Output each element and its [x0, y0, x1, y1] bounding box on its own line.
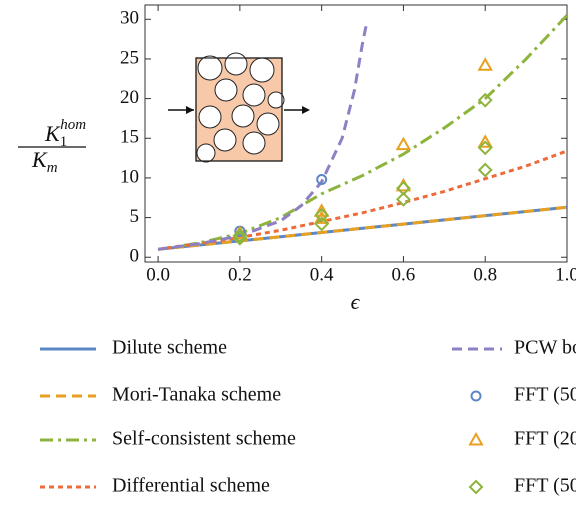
- legend-label: Dilute scheme: [112, 337, 227, 359]
- marker: [477, 57, 493, 71]
- legend-label: PCW bound: [514, 337, 576, 359]
- plot-area: [157, 14, 567, 251]
- y-tick-label: 20: [120, 87, 139, 108]
- marker: [395, 136, 412, 151]
- legend-label: Mori-Tanaka scheme: [112, 384, 281, 406]
- y-axis-label: K1hom Km: [18, 117, 86, 176]
- legend-label: Self-consistent scheme: [112, 428, 296, 450]
- y-tick-label: 25: [120, 47, 139, 68]
- x-tick-label: 0.4: [310, 264, 334, 285]
- y-label-numerator: K1hom: [44, 117, 86, 150]
- y-label-base: K: [44, 121, 61, 146]
- x-tick-label: 0.6: [392, 264, 416, 285]
- plot-frame: [144, 4, 568, 263]
- marker: [477, 134, 493, 148]
- legend-label: FFT (200³): [514, 428, 576, 450]
- y-tick-label: 15: [120, 127, 139, 148]
- y-tick-label: 10: [120, 166, 139, 187]
- series-line: [157, 22, 369, 251]
- x-tick-label: 0.0: [146, 264, 170, 285]
- marker: [477, 140, 493, 156]
- y-label-sub: 1: [60, 134, 68, 150]
- legend-label: FFT (500³): [514, 475, 576, 497]
- y-label-sub: m: [47, 160, 58, 176]
- legend-label: Differential scheme: [112, 475, 270, 497]
- marker: [477, 92, 493, 108]
- y-label-sup: hom: [60, 117, 86, 133]
- series-line: [157, 149, 567, 251]
- legend-label: FFT (50³): [514, 384, 576, 406]
- series-line: [157, 205, 567, 251]
- marker: [314, 216, 330, 232]
- x-tick-label: 1.0: [555, 264, 576, 285]
- marker: [396, 191, 411, 207]
- x-axis-label: ϵ: [351, 289, 361, 314]
- y-tick-label: 0: [130, 246, 140, 267]
- marker: [313, 203, 330, 217]
- legend-marker: [468, 431, 484, 446]
- legend-marker: [470, 390, 482, 402]
- x-tick-label: 0.2: [228, 264, 252, 285]
- marker: [477, 162, 493, 178]
- y-label-base: K: [31, 147, 48, 172]
- legend-marker: [468, 479, 484, 495]
- y-tick-label: 5: [130, 206, 140, 227]
- y-tick-label: 30: [120, 8, 139, 29]
- series-line: [157, 14, 567, 251]
- y-label-denominator: Km: [31, 147, 58, 176]
- marker: [232, 230, 248, 246]
- marker: [314, 207, 330, 223]
- marker: [316, 174, 328, 186]
- x-tick-label: 0.8: [473, 264, 497, 285]
- marker: [232, 228, 248, 244]
- inset-diagram: [168, 52, 310, 163]
